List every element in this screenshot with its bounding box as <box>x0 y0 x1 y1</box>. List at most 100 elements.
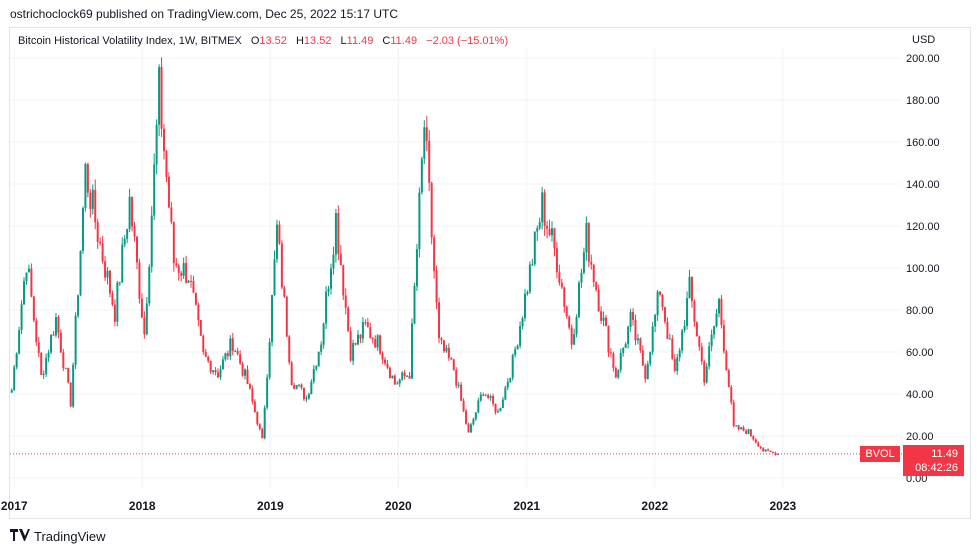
candle-body <box>722 325 725 352</box>
candle-body <box>408 375 411 379</box>
candle-body <box>288 336 291 363</box>
candle-body <box>629 311 632 327</box>
candle-body <box>622 347 625 353</box>
candle-body <box>447 347 450 359</box>
candle-body <box>646 363 649 380</box>
candle-body <box>108 270 111 294</box>
candle-body <box>10 389 13 393</box>
candle-body <box>462 400 465 411</box>
candle-body <box>457 384 460 386</box>
candle-body <box>607 325 610 353</box>
candle-body <box>271 295 274 343</box>
candle-body <box>482 394 485 396</box>
candle-body <box>91 189 94 209</box>
candle-body <box>528 264 531 293</box>
candle-body <box>568 316 571 328</box>
candle-body <box>79 250 82 296</box>
candle-body <box>442 340 445 352</box>
candle-body <box>742 427 745 431</box>
legend-high: 13.52 <box>303 35 332 47</box>
candle-body <box>597 289 600 312</box>
candle-body <box>307 394 310 399</box>
candles <box>10 57 779 456</box>
candle-body <box>693 301 696 323</box>
publisher-attribution: ostrichoclock69 published on TradingView… <box>10 7 399 21</box>
candle-body <box>126 228 129 239</box>
candle-body <box>494 403 497 413</box>
candle-body <box>57 317 60 333</box>
candle-body <box>663 306 666 322</box>
candle-body <box>673 358 676 371</box>
candle-body <box>720 298 723 326</box>
candle-body <box>396 383 399 385</box>
candle-body <box>506 381 509 388</box>
candle-body <box>565 306 568 317</box>
tradingview-logo[interactable]: TradingView <box>10 529 106 544</box>
candle-body <box>678 350 681 358</box>
candle-body <box>199 319 202 336</box>
candle-body <box>52 334 55 336</box>
candle-body <box>310 381 313 395</box>
candle-body <box>278 224 281 244</box>
candle-body <box>546 225 549 229</box>
candle-body <box>207 356 210 361</box>
currency-label[interactable]: USD <box>912 34 936 46</box>
candle-body <box>381 353 384 360</box>
candle-body <box>710 334 713 347</box>
candle-body <box>177 265 180 273</box>
candle-body <box>221 359 224 370</box>
candle-body <box>143 317 146 335</box>
price-badge-value: 11.49 <box>931 448 958 460</box>
candle-body <box>548 228 551 236</box>
candle-body <box>30 268 33 297</box>
legend-low-label: L <box>340 35 347 47</box>
candle-body <box>435 270 438 303</box>
candle-body <box>217 372 220 378</box>
candle-body <box>268 342 271 378</box>
candle-body <box>234 350 237 352</box>
legend-close: 11.49 <box>390 35 418 47</box>
chart-frame[interactable] <box>9 27 971 519</box>
candle-body <box>705 366 708 383</box>
candle-body <box>138 262 141 299</box>
candle-body <box>266 377 269 408</box>
candle-body <box>455 369 458 386</box>
candle-body <box>725 351 728 371</box>
candle-body <box>445 347 448 352</box>
candle-body <box>163 128 166 152</box>
candle-body <box>708 346 711 367</box>
candle-body <box>118 282 121 284</box>
candle-body <box>135 236 138 263</box>
candle-body <box>384 359 387 364</box>
candle-body <box>558 272 561 283</box>
candle-body <box>106 270 109 278</box>
candle-body <box>13 367 16 390</box>
candle-body <box>479 394 482 401</box>
candle-body <box>99 241 102 244</box>
candle-body <box>511 355 514 379</box>
candle-body <box>602 317 605 321</box>
candle-body <box>302 387 305 400</box>
candle-body <box>514 349 517 356</box>
candle-body <box>312 368 315 382</box>
candle-body <box>86 164 89 193</box>
x-tick-label: 2017 <box>1 499 28 513</box>
candle-body <box>150 215 153 267</box>
candle-body <box>239 354 242 364</box>
candle-body <box>74 315 77 365</box>
candle-body <box>40 352 43 375</box>
candle-body <box>425 127 428 141</box>
candle-body <box>420 158 423 193</box>
candle-body <box>116 282 119 322</box>
x-tick-label: 2023 <box>769 499 796 513</box>
candle-body <box>521 318 524 327</box>
candle-body <box>634 319 637 341</box>
candle-body <box>167 176 170 208</box>
candle-body <box>487 395 490 398</box>
candle-body <box>749 429 752 436</box>
candle-body <box>759 446 762 449</box>
candle-body <box>197 304 200 320</box>
candle-body <box>361 322 364 339</box>
candle-body <box>614 368 617 378</box>
